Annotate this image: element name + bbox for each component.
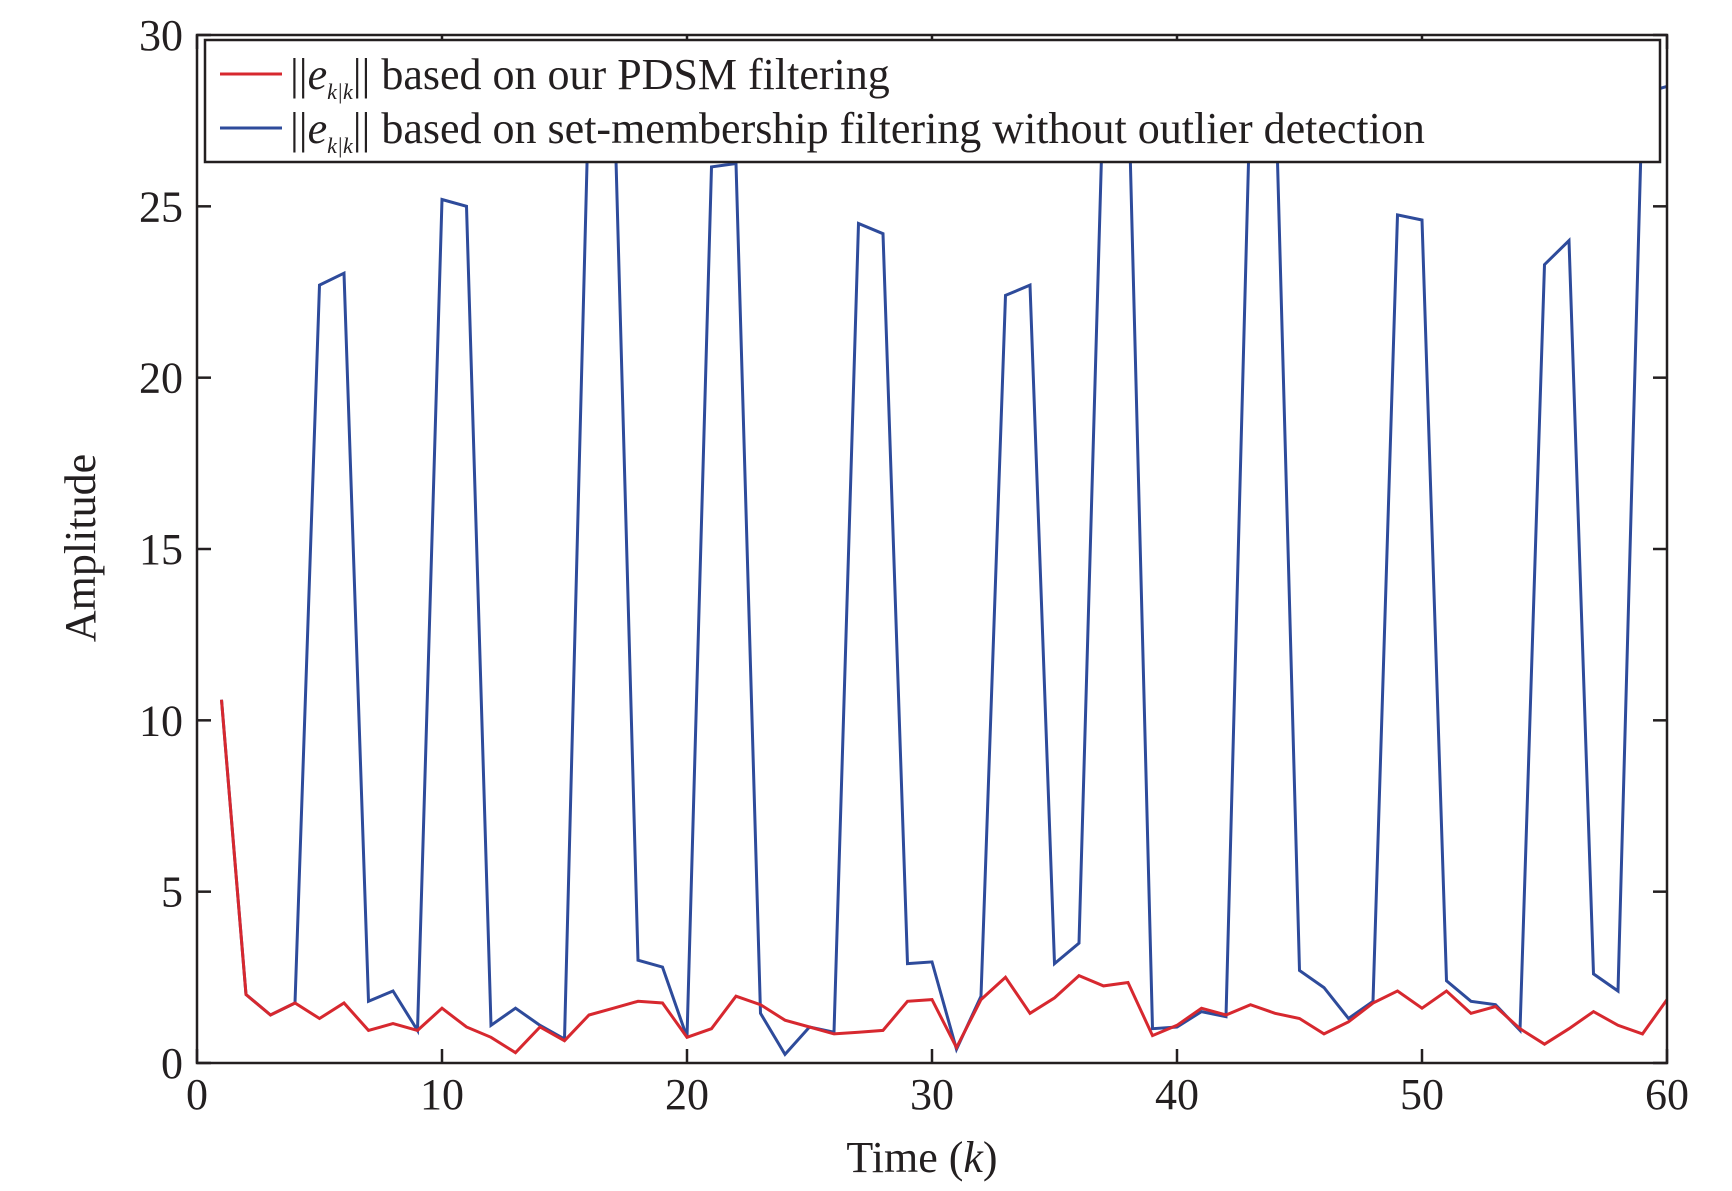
x-tick-label: 50 <box>1400 1070 1444 1119</box>
plot-frame <box>195 33 1669 1065</box>
x-tick-label: 20 <box>665 1070 709 1119</box>
series-layer <box>220 66 1669 1057</box>
y-tick-label: 10 <box>139 696 183 745</box>
x-tick-label: 0 <box>186 1070 208 1119</box>
legend-label-pdsm: ||ek|k|| based on our PDSM filtering <box>290 50 890 104</box>
tick-labels: 0 10 20 30 40 50 60 0 5 10 15 20 25 30 <box>139 11 1689 1119</box>
y-tick-label: 30 <box>139 11 183 60</box>
x-tick-label: 60 <box>1645 1070 1689 1119</box>
y-tick-label: 0 <box>161 1039 183 1088</box>
legend-label-set-membership: ||ek|k|| based on set-membership filteri… <box>290 104 1425 158</box>
x-axis-title: Time (k) <box>846 1133 997 1182</box>
y-tick-label: 5 <box>161 868 183 917</box>
series-line-set-membership <box>220 66 1668 1057</box>
series-line-pdsm <box>220 699 1669 1055</box>
legend-box <box>203 38 1662 164</box>
x-tick-label: 10 <box>420 1070 464 1119</box>
y-tick-label: 25 <box>139 182 183 231</box>
legend: ||ek|k|| based on our PDSM filtering ||e… <box>203 38 1662 164</box>
y-tick-label: 15 <box>139 525 183 574</box>
axis-ticks <box>195 33 1669 1065</box>
x-tick-label: 40 <box>1155 1070 1199 1119</box>
y-tick-label: 20 <box>139 354 183 403</box>
x-tick-label: 30 <box>910 1070 954 1119</box>
y-axis-title: Amplitude <box>56 454 105 642</box>
